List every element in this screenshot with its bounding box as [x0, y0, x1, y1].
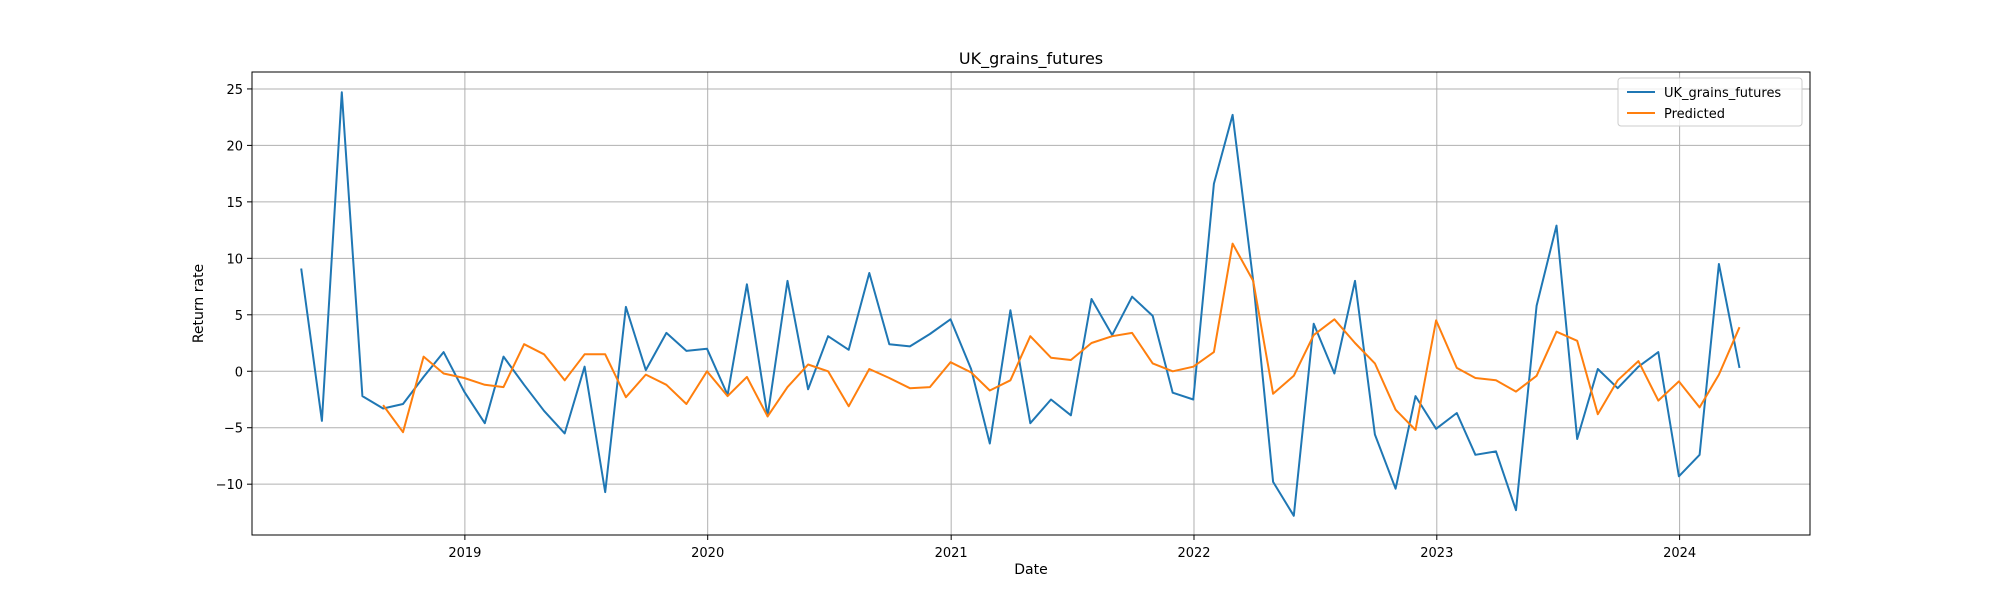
series-line-predicted — [382, 242, 1741, 434]
y-tick-label: 25 — [226, 83, 243, 98]
x-axis-title: Date — [1014, 562, 1047, 578]
y-axis-title: Return rate — [191, 264, 207, 343]
legend-label-predicted: Predicted — [1664, 107, 1725, 122]
y-tick-label: 5 — [235, 309, 243, 324]
x-tick-label: 2020 — [691, 546, 724, 561]
y-tick-label: 20 — [226, 139, 243, 154]
legend-label-uk-grains-futures: UK_grains_futures — [1664, 86, 1781, 101]
legend-box — [1617, 77, 1803, 127]
x-tick-label: 2023 — [1420, 546, 1453, 561]
series-layer — [300, 91, 1741, 517]
y-tick-label: −10 — [216, 478, 243, 493]
y-tick-label: 0 — [235, 365, 243, 380]
y-tick-label: 15 — [226, 196, 243, 211]
axis-ticks: 2019 2020 2021 2022 2023 2024 −10 −5 0 5 10 15 20 25 — [216, 83, 1697, 561]
legend: UK_grains_futures Predicted — [1617, 77, 1803, 127]
x-tick-label: 2019 — [448, 546, 481, 561]
chart-title: UK_grains_futures — [959, 49, 1103, 69]
x-tick-label: 2021 — [935, 546, 968, 561]
y-tick-label: 10 — [226, 252, 243, 267]
x-tick-label: 2024 — [1663, 546, 1696, 561]
series-line-uk-grains-futures — [300, 91, 1741, 517]
plot-frame — [251, 71, 1811, 536]
y-tick-label: −5 — [224, 422, 243, 437]
x-tick-label: 2022 — [1177, 546, 1210, 561]
